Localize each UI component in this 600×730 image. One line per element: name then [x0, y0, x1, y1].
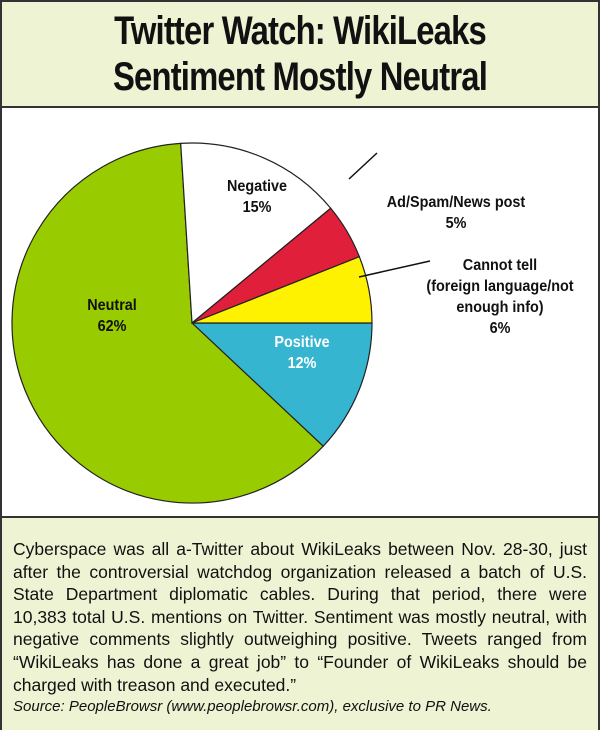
- pie-slice-neutral: [11, 142, 325, 504]
- pie-slice-positive: [190, 322, 373, 448]
- title-box: Twitter Watch: WikiLeaks Sentiment Mostly…: [2, 2, 598, 108]
- title-line-2: Sentiment Mostly Neutral: [113, 55, 488, 99]
- description-text: Cyberspace was all a-Twitter about WikiL…: [13, 539, 587, 695]
- label-neutral: Neutral 62%: [87, 297, 137, 335]
- label-negative: Negative 15%: [226, 178, 288, 216]
- label-cannot-tell: Cannot tell (foreign language/not enough i…: [426, 257, 574, 337]
- pie-slice-negative: [180, 142, 332, 325]
- label-adspam: Ad/Spam/News post 5%: [386, 194, 526, 232]
- label-positive: Positive 12%: [274, 334, 330, 372]
- description-box: Cyberspace was all a-Twitter about WikiL…: [2, 516, 598, 730]
- pie-slice-cannot-tell: [191, 255, 373, 324]
- source-text: Source: PeopleBrowsr (www.peoplebrowsr.c…: [13, 698, 492, 715]
- chart-title: Twitter Watch: WikiLeaks Sentiment Mostly…: [56, 2, 545, 100]
- title-line-1: Twitter Watch: WikiLeaks: [114, 9, 487, 53]
- pie-svg: [11, 142, 431, 504]
- pie-chart: Neutral 62% Negative 15% Ad/Spam/News post…: [2, 108, 598, 516]
- leader-line-adspam: [348, 152, 378, 180]
- leader-line-cannot-tell: [358, 260, 431, 278]
